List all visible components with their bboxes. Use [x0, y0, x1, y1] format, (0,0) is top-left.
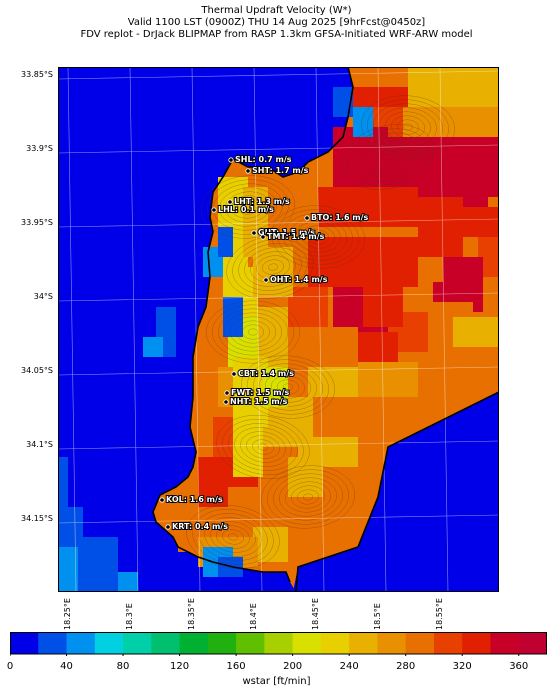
station-marker [228, 157, 234, 163]
latitude-label: 33.95°S [21, 218, 53, 227]
colorbar-tick-label: 320 [452, 661, 472, 672]
station-marker [159, 497, 165, 503]
colorbar-segment [207, 632, 237, 654]
colorbar-segment [518, 632, 547, 654]
wstar-grid [58, 67, 499, 592]
colorbar-segment [38, 632, 68, 654]
station-label: SHT: 1.7 m/s [252, 166, 309, 175]
latitude-label: 33.85°S [21, 70, 53, 79]
title-line-2: Valid 1100 LST (0900Z) THU 14 Aug 2025 [… [127, 17, 426, 28]
map-canvas: SHL: 0.7 m/s SHT: 1.7 m/s LHT: 1.3 m/sLHL:… [58, 67, 499, 592]
station-kol: KOL: 1.6 m/s [159, 494, 224, 505]
colorbar-segment [462, 632, 491, 654]
colorbar-tick-label: 40 [60, 661, 73, 672]
station-marker [165, 524, 171, 530]
station-fwt: FWT: 1.5 m/s [224, 387, 291, 398]
longitude-label: 18.5°E [373, 603, 382, 630]
colorbar-segment [123, 632, 152, 654]
colorbar-segment [405, 632, 435, 654]
station-marker [211, 207, 217, 213]
colorbar-segment [433, 632, 463, 654]
station-lhl: LHL: 0.1 m/s [211, 204, 275, 215]
latitude-label: 34.15°S [21, 514, 53, 523]
colorbar-segment [377, 632, 407, 654]
latitude-label: 34.05°S [21, 366, 53, 375]
station-bto: BTO: 1.6 m/s [304, 212, 370, 223]
colorbar-label: wstar [ft/min] [242, 676, 311, 687]
station-label: LHL: 0.1 m/s [218, 205, 274, 214]
colorbar-tick-label: 200 [283, 661, 303, 672]
station-label: SHL: 0.7 m/s [235, 155, 292, 164]
station-sht: SHT: 1.7 m/s [245, 165, 310, 176]
station-label: GUT: 1.5 m/s [258, 228, 315, 237]
map-plot: SHL: 0.7 m/s SHT: 1.7 m/s LHT: 1.3 m/s LHL:… [58, 67, 499, 592]
station-label: TMT: 1.4 m/s [267, 232, 325, 241]
station-nht: NHT: 1.5 m/s [223, 396, 289, 407]
colorbar-tick-label: 0 [6, 661, 14, 672]
colorbar-segment [236, 632, 265, 654]
station-marker [227, 199, 233, 205]
longitude-label: 18.25°E [63, 598, 72, 630]
station-lht: LHT: 1.3 m/s [227, 196, 291, 207]
station-marker [245, 168, 251, 174]
station-marker [263, 277, 269, 283]
station-label: KOL: 1.6 m/s [166, 495, 223, 504]
station-label: KRT: 0.4 m/s [172, 522, 228, 531]
station-cbt: CBT: 1.4 m/s [231, 368, 295, 379]
station-krt: KRT: 0.4 m/s [165, 521, 229, 532]
colorbar-segment [264, 632, 294, 654]
colorbar-tick-label: 240 [339, 661, 359, 672]
station-marker [251, 230, 257, 236]
station-label: LHT: 1.3 m/s [234, 197, 290, 206]
colorbar-tick-label: 160 [226, 661, 246, 672]
colorbar-segment [490, 632, 520, 654]
title-line-3: FDV replot - DrJack BLIPMAP from RASP 1.… [80, 29, 473, 40]
chart-title: Thermal Updraft Velocity (W*) Valid 1100… [0, 5, 553, 41]
colorbar-segment [94, 632, 124, 654]
station-label: FWT: 1.5 m/s [231, 388, 290, 397]
longitude-label: 18.45°E [311, 598, 320, 630]
station-gut: GUT: 1.5 m/s [251, 227, 316, 238]
colorbar-tick-label: 120 [170, 661, 190, 672]
title-line-1: Thermal Updraft Velocity (W*) [201, 5, 352, 16]
colorbar-tick-label: 360 [509, 661, 529, 672]
longitude-label: 18.3°E [125, 603, 134, 630]
latitude-label: 33.9°S [26, 144, 53, 153]
longitude-label: 18.4°E [249, 603, 258, 630]
station-marker [223, 399, 229, 405]
map-frame [58, 67, 499, 592]
colorbar-tick-label: 80 [116, 661, 130, 672]
station-tmt: TMT: 1.4 m/s [260, 231, 326, 242]
colorbar-tick-label: 280 [396, 661, 416, 672]
colorbar-segment [320, 632, 350, 654]
longitude-label: 18.55°E [435, 598, 444, 630]
station-label: NHT: 1.5 m/s [230, 397, 288, 406]
colorbar-segment [349, 632, 378, 654]
station-shl: SHL: 0.7 m/s [228, 154, 293, 165]
station-marker [224, 390, 230, 396]
station-marker [231, 371, 237, 377]
station-marker [260, 234, 266, 240]
station-label: CBT: 1.4 m/s [238, 369, 294, 378]
lat-lon-gridlines [58, 67, 499, 592]
station-oht: OHT: 1.4 m/s [263, 274, 329, 285]
colorbar-segment [151, 632, 181, 654]
colorbar-segment [292, 632, 322, 654]
latitude-label: 34°S [33, 292, 53, 301]
station-marker [304, 215, 310, 221]
latitude-label: 34.1°S [26, 440, 53, 449]
station-label: BTO: 1.6 m/s [311, 213, 369, 222]
stations-layer: SHL: 0.7 m/s SHT: 1.7 m/s LHT: 1.3 m/sLHL:… [159, 154, 370, 532]
longitude-label: 18.35°E [187, 598, 196, 630]
coastline [152, 67, 499, 592]
colorbar-segment [66, 632, 96, 654]
station-label: OHT: 1.4 m/s [270, 275, 328, 284]
colorbar-segment [179, 632, 209, 654]
colorbar [10, 632, 547, 656]
colorbar-segment [10, 632, 39, 654]
